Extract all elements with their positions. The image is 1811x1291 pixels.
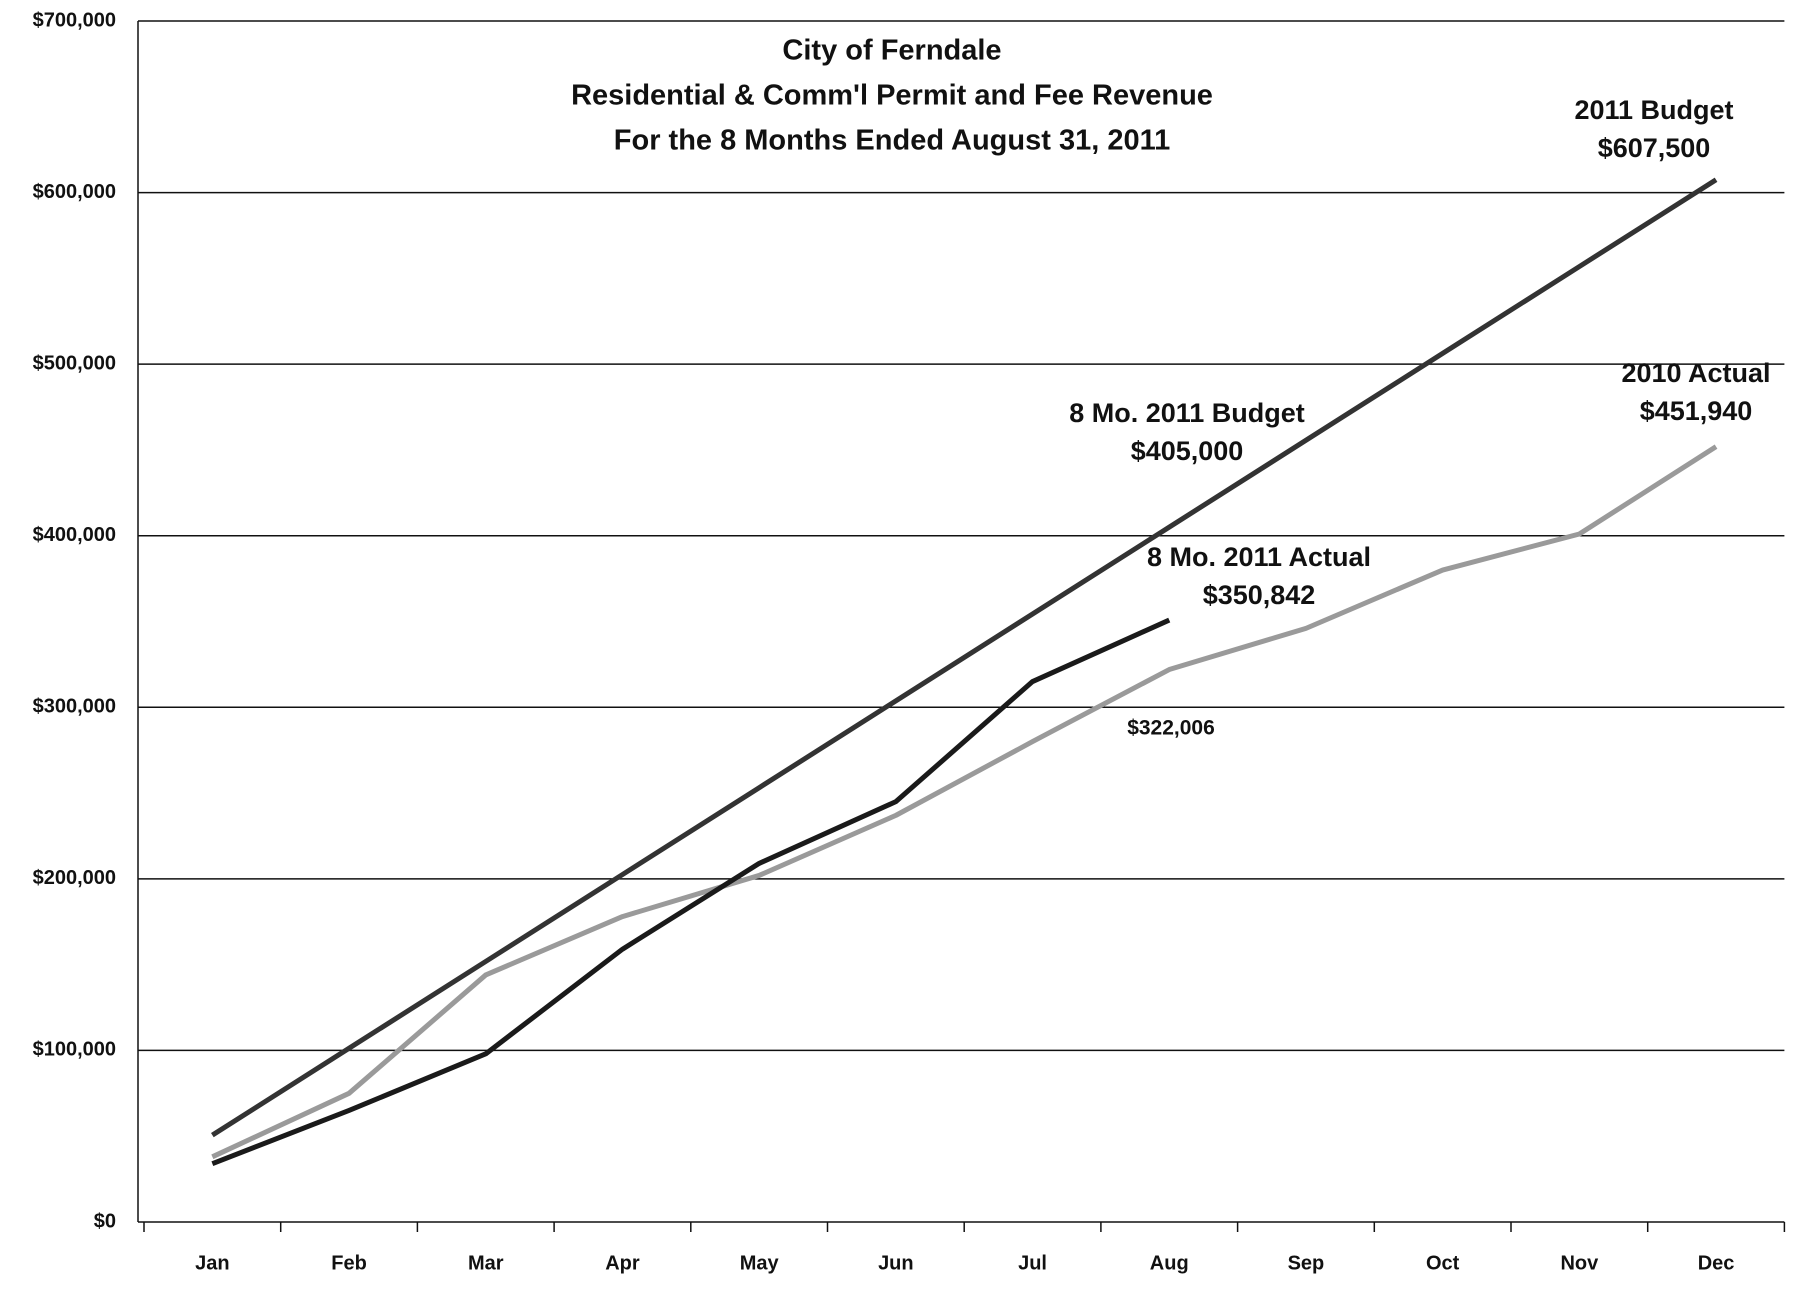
- x-tick-label: Jan: [195, 1252, 229, 1274]
- x-tick-label: Dec: [1698, 1252, 1735, 1274]
- x-tick-label: Oct: [1426, 1252, 1460, 1274]
- annotation: $607,500: [1598, 133, 1711, 163]
- chart-title: Residential & Comm'l Permit and Fee Reve…: [571, 80, 1213, 112]
- chart-title: For the 8 Months Ended August 31, 2011: [614, 125, 1170, 157]
- x-tick-label: Jul: [1018, 1252, 1047, 1274]
- x-tick-label: Sep: [1288, 1252, 1325, 1274]
- y-tick-label: $200,000: [33, 867, 116, 889]
- x-tick-label: Feb: [331, 1252, 367, 1274]
- annotation: $451,940: [1640, 396, 1753, 426]
- series-line: [211, 444, 1718, 1160]
- x-tick-label: Apr: [605, 1252, 640, 1274]
- y-tick-label: $700,000: [33, 9, 116, 31]
- x-tick-label: May: [740, 1252, 780, 1274]
- series-line: [211, 617, 1171, 1166]
- x-tick-label: Nov: [1560, 1252, 1599, 1274]
- annotation: 2011 Budget: [1574, 95, 1733, 125]
- x-tick-label: Mar: [468, 1252, 504, 1274]
- y-tick-label: $500,000: [33, 352, 116, 374]
- x-tick-label: Jun: [878, 1252, 914, 1274]
- y-tick-label: $0: [94, 1210, 116, 1232]
- annotation: 8 Mo. 2011 Budget: [1069, 398, 1305, 428]
- series-line: [211, 177, 1718, 1138]
- y-tick-label: $400,000: [33, 524, 116, 546]
- y-tick-label: $100,000: [33, 1039, 116, 1061]
- annotation: $322,006: [1127, 717, 1215, 740]
- y-tick-label: $300,000: [33, 696, 116, 718]
- x-tick-label: Aug: [1150, 1252, 1189, 1274]
- chart-title: City of Ferndale: [782, 35, 1001, 67]
- annotation: $350,842: [1203, 580, 1316, 610]
- y-tick-label: $600,000: [33, 181, 116, 203]
- annotation: $405,000: [1131, 436, 1244, 466]
- annotation: 8 Mo. 2011 Actual: [1147, 542, 1371, 572]
- annotation: 2010 Actual: [1621, 358, 1770, 388]
